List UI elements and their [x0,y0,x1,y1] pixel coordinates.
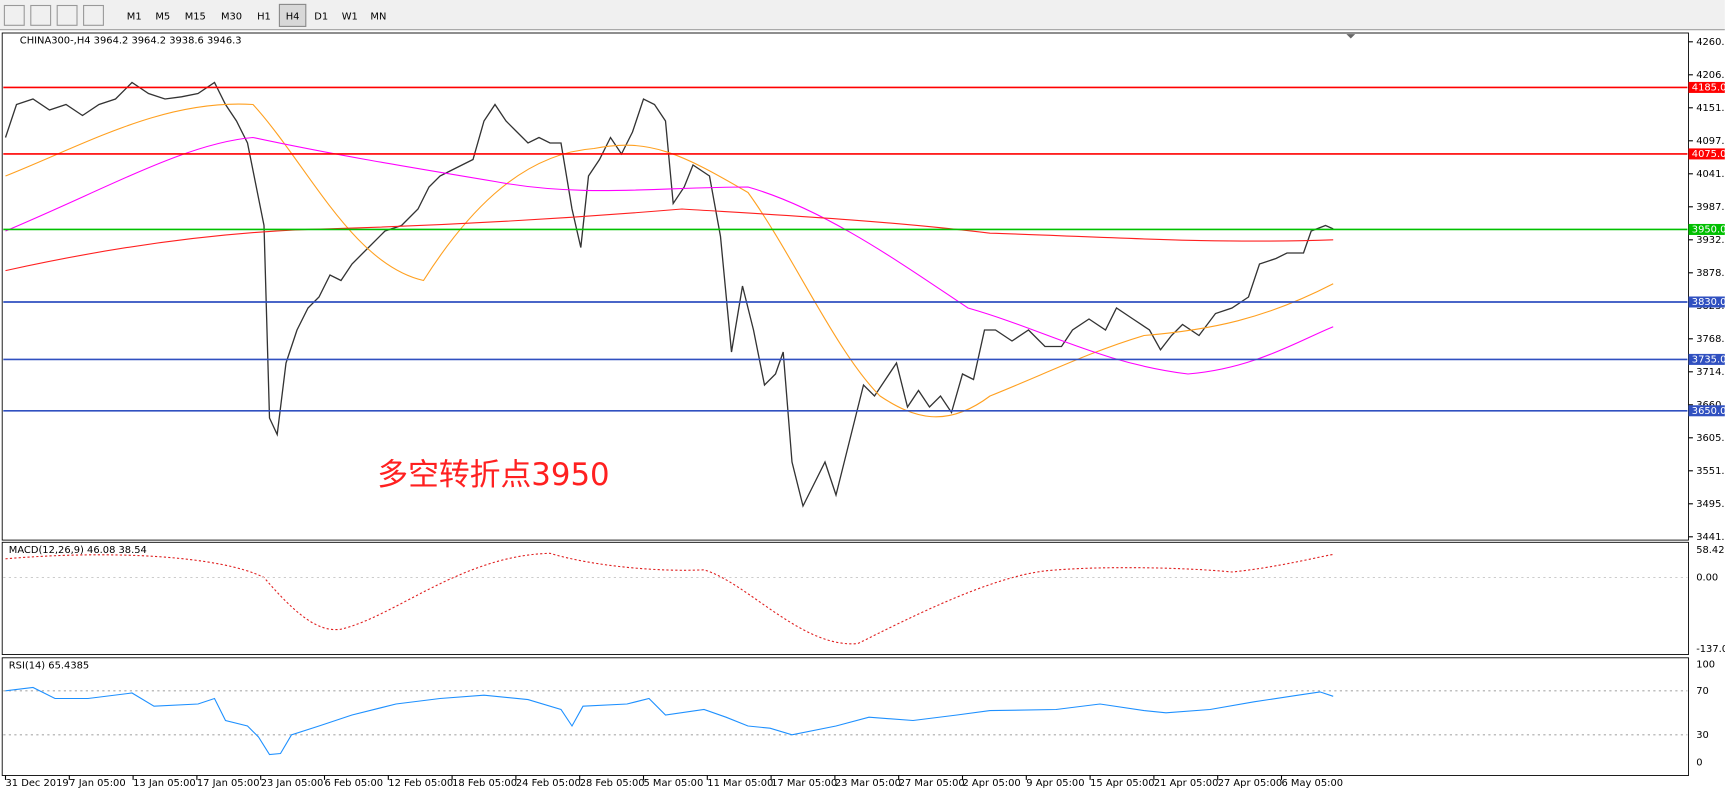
timeframe-label: D1 [314,12,328,23]
date-label: 27 Mar 05:00 [899,778,965,789]
level-label: 3830.0 [1692,297,1725,308]
timeframe-button[interactable] [250,4,278,27]
level-label: 3735.0 [1692,354,1725,365]
macd-tick-label: 58.42 [1696,545,1724,556]
date-label: 15 Apr 05:00 [1090,778,1155,789]
price-tick-label: 4260.5 [1696,37,1725,48]
level-label: 3650.0 [1692,406,1725,417]
date-label: 5 Mar 05:00 [644,778,704,789]
price-tick-label: 3932.0 [1696,235,1725,246]
price-tick-label: 3768.5 [1696,334,1725,345]
date-label: 31 Dec 2019 [6,778,69,789]
date-label: 23 Mar 05:00 [835,778,901,789]
timeframe-button[interactable] [149,4,176,27]
rsi-tick-label: 0 [1696,757,1702,768]
level-tag [1688,148,1725,160]
price-tick-label: 3878.0 [1696,268,1725,279]
date-label: 2 Apr 05:00 [962,778,1020,789]
timeframe-label: M5 [155,12,170,23]
date-label: 23 Jan 05:00 [261,778,324,789]
level-tag [1688,353,1725,365]
timeframe-button[interactable] [121,4,148,27]
macd-signal [5,552,1334,645]
level-label: 3950.0 [1692,224,1725,235]
level-label: 4185.0 [1692,82,1725,93]
rsi-tick-label: 70 [1696,686,1709,697]
price-tick-label: 4097.0 [1696,136,1725,147]
price-tick-label: 4151.5 [1696,103,1725,114]
rsi-line [5,686,1334,756]
timeframe-button[interactable] [336,4,363,27]
date-label: 24 Feb 05:00 [516,778,581,789]
date-label: 13 Jan 05:00 [133,778,196,789]
level-label: 4075.0 [1692,149,1725,160]
macd-panel [1,541,1689,655]
date-label: 6 May 05:00 [1282,778,1344,789]
price-tick-label: 4041.5 [1696,169,1725,180]
ma-slow [5,208,1334,272]
level-tag [1688,81,1725,93]
annotation: 多空转折点3950 [377,457,609,493]
level-tag [1688,405,1725,417]
ma-mid [5,136,1334,375]
date-label: 27 Apr 05:00 [1218,778,1283,789]
rsi-tick-label: 100 [1696,659,1715,670]
timeframe-label: W1 [342,12,358,23]
macd-tick-label: -137.09 [1696,644,1725,655]
timeframe-label: M1 [127,12,142,23]
price-line [4,81,1334,508]
timeframe-button[interactable] [365,4,392,27]
price-tick-label: 3551.0 [1696,466,1725,477]
date-label: 6 Feb 05:00 [325,778,384,789]
main-chart [1,32,1689,541]
rsi-tick-label: 30 [1696,730,1709,741]
date-label: 9 Apr 05:00 [1026,778,1084,789]
price-tick-label: 3987.5 [1696,202,1725,213]
date-label: 17 Jan 05:00 [197,778,260,789]
macd-header: MACD(12,26,9) 46.08 38.54 [9,545,147,556]
price-tick-label: 3441.5 [1696,532,1725,543]
price-tick-label: 3495.5 [1696,499,1725,510]
timeframe-label: M15 [185,12,206,23]
timeframe-button[interactable] [278,3,307,27]
rsi-header: RSI(14) 65.4385 [9,661,89,672]
date-label: 18 Feb 05:00 [452,778,517,789]
price-tick-label: 3605.0 [1696,433,1725,444]
timeframe-button[interactable] [214,4,249,27]
date-label: 28 Feb 05:00 [580,778,645,789]
timeframe-button[interactable] [178,4,213,27]
tool-icon[interactable] [56,4,78,26]
date-label: 11 Mar 05:00 [707,778,773,789]
price-tick-label: 4206.5 [1696,70,1725,81]
timeframe-label: H4 [286,12,300,23]
date-label: 21 Apr 05:00 [1154,778,1219,789]
timeframe-label: M30 [221,12,242,23]
timeframe-label: H1 [257,12,271,23]
date-label: 12 Feb 05:00 [388,778,453,789]
ma-fast [5,103,1334,418]
price-tick-label: 3714.5 [1696,367,1725,378]
macd-tick-label: 0.00 [1696,573,1718,584]
date-label: 7 Jan 05:00 [69,778,125,789]
tool-icon[interactable] [3,4,25,26]
timeframe-button[interactable] [308,4,335,27]
tool-icon[interactable] [30,4,52,26]
chart-header: CHINA300-,H4 3964.2 3964.2 3938.6 3946.3 [20,36,242,47]
level-tag [1688,223,1725,235]
tool-icon[interactable] [83,4,104,26]
timeframe-label: MN [370,12,386,23]
rsi-panel [1,657,1689,776]
date-label: 17 Mar 05:00 [771,778,837,789]
level-tag [1688,296,1725,308]
